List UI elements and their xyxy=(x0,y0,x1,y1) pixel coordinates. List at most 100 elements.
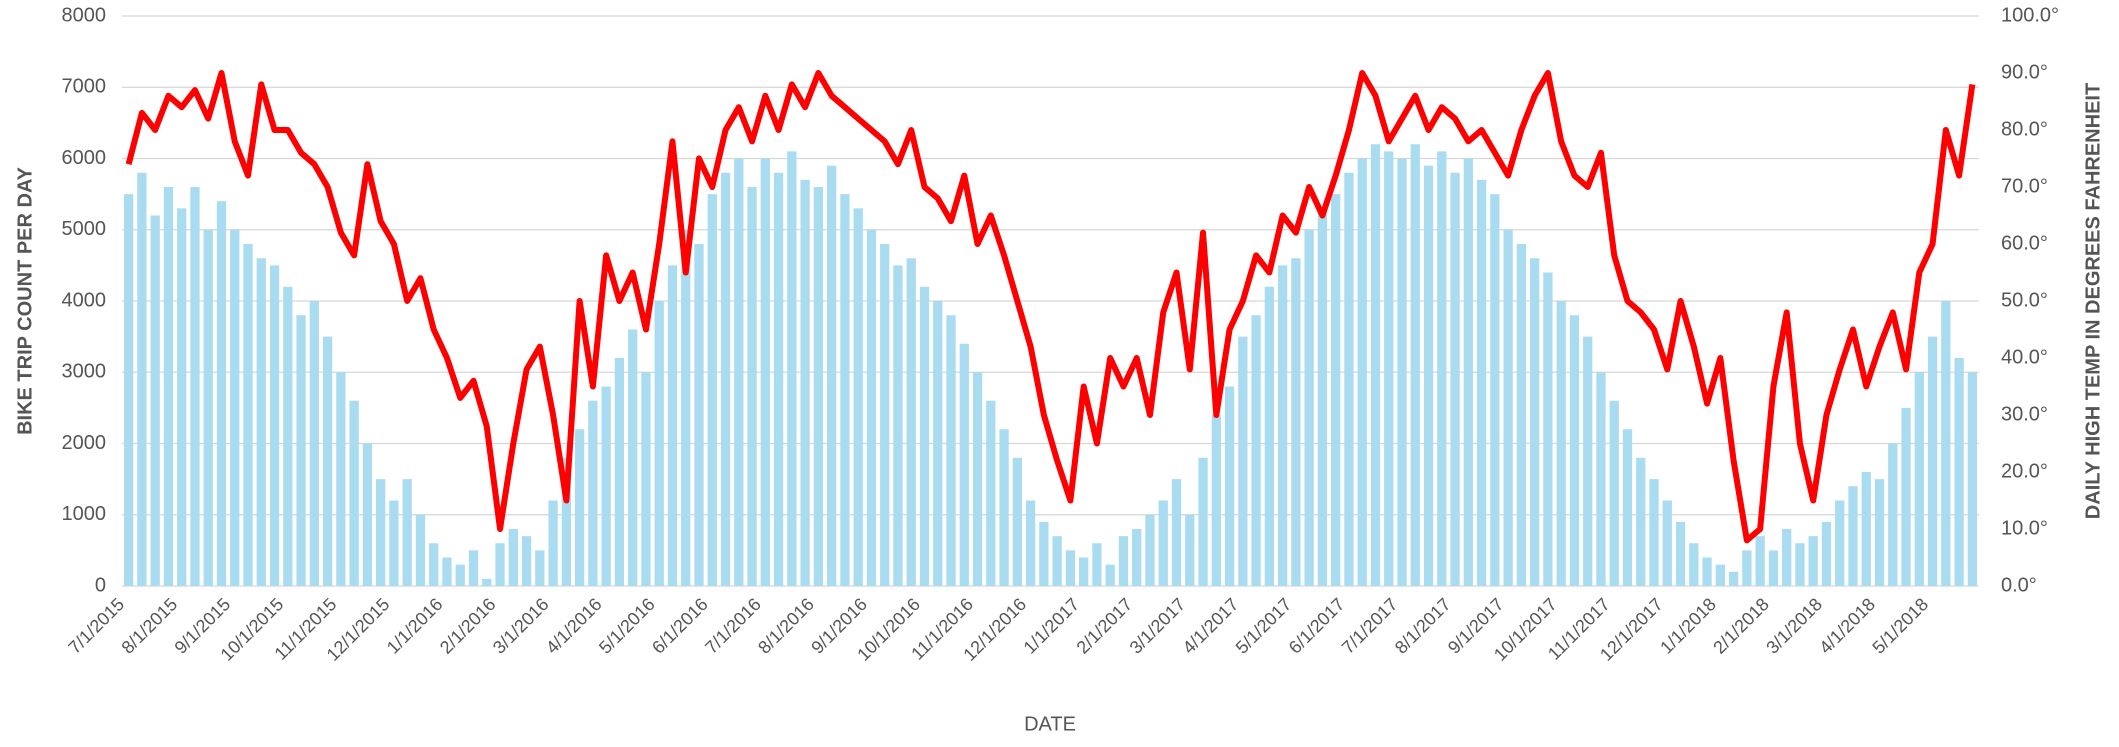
bar xyxy=(1437,151,1447,586)
bar xyxy=(1079,557,1089,586)
y-tick-label: 6000 xyxy=(62,147,107,169)
x-tick-label: 6/1/2017 xyxy=(1285,594,1349,658)
bar xyxy=(787,151,797,586)
bar xyxy=(1277,265,1288,586)
bar xyxy=(1331,194,1341,586)
bar xyxy=(256,258,266,586)
bar xyxy=(1768,550,1779,586)
bar xyxy=(1357,158,1367,586)
bar xyxy=(1583,336,1593,586)
bar xyxy=(1410,144,1420,586)
bar xyxy=(1728,571,1739,586)
y2-tick-label: 10.0° xyxy=(2001,517,2048,539)
bar xyxy=(1901,407,1911,586)
bar xyxy=(986,400,996,586)
x-tick-label: 7/1/2015 xyxy=(64,594,128,658)
bar xyxy=(999,429,1009,586)
bar xyxy=(972,372,983,586)
bar xyxy=(123,194,134,586)
bar xyxy=(720,172,731,586)
bar xyxy=(681,229,691,586)
y-tick-label: 4000 xyxy=(62,289,107,311)
y-tick-label: 1000 xyxy=(62,503,107,525)
bar xyxy=(1476,179,1487,586)
y2-tick-label: 20.0° xyxy=(2001,460,2048,482)
bar xyxy=(1198,457,1208,586)
bar xyxy=(1132,529,1142,586)
bar xyxy=(1649,479,1659,586)
bar xyxy=(946,315,956,586)
x-tick-label: 2/1/2017 xyxy=(1073,594,1137,658)
x-tick-label: 7/1/2016 xyxy=(701,594,765,658)
bar xyxy=(1384,151,1394,586)
bar xyxy=(574,429,585,586)
y2-tick-label: 50.0° xyxy=(2001,289,2048,311)
bar xyxy=(1689,543,1699,586)
bar xyxy=(588,400,598,586)
y2-tick-label: 40.0° xyxy=(2001,346,2048,368)
bar xyxy=(362,443,373,586)
bar xyxy=(216,201,227,586)
bar xyxy=(402,479,412,586)
y2-tick-label: 80.0° xyxy=(2001,118,2048,140)
y2-tick-label: 60.0° xyxy=(2001,232,2048,254)
bar xyxy=(1370,144,1381,586)
bar xyxy=(866,229,877,586)
bar xyxy=(190,187,200,586)
bar xyxy=(1317,208,1328,586)
bar xyxy=(1092,543,1102,586)
bar xyxy=(1848,486,1858,586)
x-axis-title: DATE xyxy=(1024,713,1076,735)
bar xyxy=(667,265,678,586)
bar xyxy=(1012,457,1022,586)
x-tick-label: 5/1/2017 xyxy=(1232,594,1296,658)
bar xyxy=(1490,194,1500,586)
bar xyxy=(1039,521,1049,586)
x-tick-label: 4/1/2017 xyxy=(1179,594,1243,658)
bar xyxy=(1503,229,1513,586)
bar xyxy=(1304,229,1314,586)
bar xyxy=(137,172,147,586)
bar xyxy=(389,500,399,586)
bar xyxy=(893,265,903,586)
bar xyxy=(1516,244,1527,586)
bar xyxy=(1291,258,1301,586)
x-tick-label: 3/1/2017 xyxy=(1126,594,1190,658)
y2-tick-label: 0.0° xyxy=(2001,574,2037,596)
bar xyxy=(1954,358,1964,586)
bar xyxy=(919,286,930,586)
bar xyxy=(415,514,426,586)
y2-tick-label: 100.0° xyxy=(2001,4,2059,26)
y-tick-label: 0 xyxy=(95,574,106,596)
bar xyxy=(1755,536,1765,586)
bar xyxy=(283,286,293,586)
bar xyxy=(1171,479,1182,586)
bar xyxy=(1821,521,1832,586)
bar xyxy=(747,187,757,586)
bar xyxy=(1622,429,1633,586)
bar xyxy=(150,215,160,586)
bar xyxy=(1662,500,1672,586)
bar xyxy=(707,194,717,586)
bar xyxy=(1874,479,1885,586)
x-tick-label: 8/1/2015 xyxy=(118,594,182,658)
bar xyxy=(468,550,479,586)
bar xyxy=(1344,172,1354,586)
bar xyxy=(1808,536,1818,586)
bar xyxy=(455,564,465,586)
x-tick-label: 6/1/2016 xyxy=(648,594,712,658)
x-tick-label: 1/1/2016 xyxy=(383,594,447,658)
bar xyxy=(296,315,306,586)
bar xyxy=(694,244,704,586)
bar xyxy=(1596,372,1606,586)
x-tick-label: 2/1/2018 xyxy=(1709,594,1773,658)
bar xyxy=(1543,272,1553,586)
bar xyxy=(376,479,386,586)
bar xyxy=(177,208,187,586)
bar xyxy=(269,265,280,586)
y-tick-label: 3000 xyxy=(62,361,107,383)
bar xyxy=(322,336,333,586)
x-tick-label: 8/1/2017 xyxy=(1391,594,1455,658)
bar xyxy=(813,187,824,586)
y-tick-label: 2000 xyxy=(62,432,107,454)
